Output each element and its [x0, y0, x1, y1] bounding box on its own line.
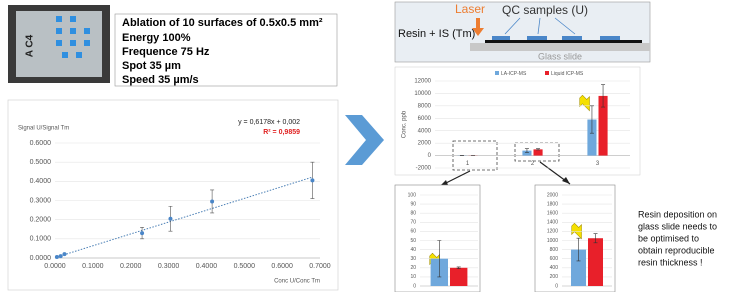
note-line: be optimised to — [638, 233, 699, 243]
x-tick-label: 0.5000 — [234, 263, 256, 270]
point — [59, 254, 63, 258]
y-tick-label: 10 — [410, 274, 416, 280]
y-tick-label: 1200 — [547, 229, 558, 235]
y-tick-label: 0.4000 — [30, 178, 52, 185]
y-tick-label: 2000 — [418, 141, 432, 147]
slide: A C4 Ablation of 10 surfaces of 0.5x0.5 … — [0, 0, 729, 292]
y-tick-label: 2000 — [547, 192, 558, 198]
y-tick-label: 600 — [550, 256, 559, 262]
y-tick-label: 0.3000 — [30, 197, 52, 204]
point — [310, 178, 314, 182]
y-tick-label: 60 — [410, 229, 416, 235]
glass-slide — [470, 43, 650, 51]
y-tick-label: 0 — [555, 283, 558, 289]
y-tick-label: 8000 — [418, 103, 432, 109]
y-tick-label: 200 — [550, 274, 559, 280]
y-tick-label: 12000 — [414, 79, 431, 85]
y-tick-label: 4000 — [418, 128, 432, 134]
samples-label: QC samples (U) — [502, 3, 588, 17]
point — [62, 252, 66, 256]
note-line: Resin deposition on — [638, 209, 717, 219]
y-tick-label: 0.0000 — [30, 255, 52, 262]
y-tick-label: 30 — [410, 256, 416, 262]
y-tick-label: 0.5000 — [30, 159, 52, 166]
y-tick-label: 50 — [410, 238, 416, 244]
legend-swatch — [495, 71, 499, 75]
y-tick-label: 1400 — [547, 220, 558, 226]
x-tick-label: 0.0000 — [44, 263, 66, 270]
y-tick-label: 0 — [413, 283, 416, 289]
legend-label: LA-ICP-MS — [501, 71, 527, 77]
y-tick-label: 100 — [408, 192, 417, 198]
y-axis-label: Conc. ppb — [402, 110, 408, 138]
y-tick-label: 0.6000 — [30, 140, 52, 147]
y-tick-label: 6000 — [418, 116, 432, 122]
glass-label: Glass slide — [538, 51, 582, 61]
y-tick-label: 1600 — [547, 211, 558, 217]
y-tick-label: 40 — [410, 247, 416, 253]
trend-equation: y = 0,6178x + 0,002 — [238, 119, 300, 126]
resin-layer — [485, 40, 642, 43]
y-tick-label: 800 — [550, 247, 559, 253]
photo-label: A C4 — [25, 34, 36, 57]
y-tick-label: 10000 — [414, 91, 431, 97]
resin-label: Resin + IS (Tm) — [398, 28, 475, 40]
point — [55, 255, 59, 259]
y-tick-label: 0.2000 — [30, 217, 52, 224]
y-tick-label: 1000 — [547, 238, 558, 244]
y-tick-label: 0.1000 — [30, 236, 52, 243]
x-tick-label: 0.4000 — [196, 263, 218, 270]
legend-swatch — [545, 71, 549, 75]
settings-line: Speed 35 µm/s — [122, 74, 199, 86]
y-tick-label: 70 — [410, 220, 416, 226]
y-axis-label: Signal U/Signal Tm — [18, 126, 69, 132]
zoom-arrowhead — [562, 177, 570, 184]
y-tick-label: 1800 — [547, 201, 558, 207]
bar — [450, 268, 467, 286]
bar — [534, 149, 543, 155]
chevron — [345, 115, 384, 165]
point — [140, 231, 144, 235]
settings-title: Ablation of 10 surfaces of 0.5x0.5 mm² — [122, 17, 323, 29]
bar — [588, 238, 603, 286]
point — [210, 199, 214, 203]
y-tick-label: 80 — [410, 211, 416, 217]
x-tick-label: 0.1000 — [82, 263, 104, 270]
y-tick-label: 400 — [550, 265, 559, 271]
x-tick-label: 0.7000 — [309, 263, 331, 270]
point — [168, 217, 172, 221]
note-line: glass slide needs to — [638, 221, 717, 231]
settings-line: Frequence 75 Hz — [122, 46, 210, 58]
x-axis-label: Conc U/Conc Tm — [274, 279, 320, 285]
y-tick-label: 90 — [410, 201, 416, 207]
laser-label: Laser — [455, 2, 485, 16]
x-tick-label: 0.6000 — [271, 263, 293, 270]
note-line: obtain reproducible — [638, 245, 715, 255]
settings-line: Spot 35 µm — [122, 60, 181, 72]
settings-line: Energy 100% — [122, 32, 191, 44]
x-tick-label: 0.2000 — [120, 263, 142, 270]
y-tick-label: -2000 — [416, 166, 432, 172]
trend-r2: R² = 0,9859 — [263, 129, 300, 136]
x-tick-label: 0.3000 — [158, 263, 180, 270]
note-line: resin thickness ! — [638, 257, 703, 267]
legend-label: Liquid ICP-MS — [551, 71, 584, 77]
y-tick-label: 20 — [410, 265, 416, 271]
